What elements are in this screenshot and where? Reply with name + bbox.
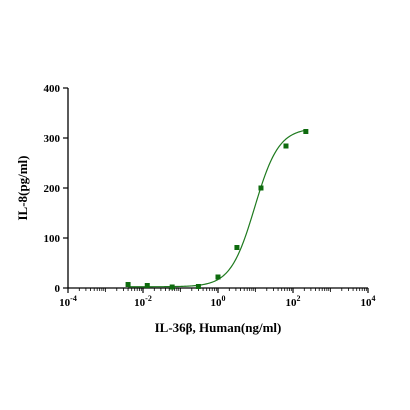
data-point xyxy=(125,282,131,287)
data-point xyxy=(215,274,221,280)
data-point xyxy=(234,245,240,250)
y-tick-label: 100 xyxy=(44,233,61,245)
fit-curve xyxy=(128,129,306,288)
y-axis-title: IL-8(pg/ml) xyxy=(15,156,30,221)
y-tick-label: 300 xyxy=(44,133,61,145)
x-tick-label: 100 xyxy=(211,294,226,309)
y-tick-label: 200 xyxy=(44,183,61,195)
data-point xyxy=(144,283,150,288)
data-point xyxy=(258,185,264,191)
data-point xyxy=(195,284,201,289)
x-tick-label: 10-4 xyxy=(59,294,77,309)
x-minor-ticks xyxy=(78,288,367,292)
x-tick-label: 10-2 xyxy=(134,294,152,309)
x-axis-title: IL-36β, Human(ng/ml) xyxy=(155,320,282,335)
y-ticks: 0 100 200 300 400 xyxy=(44,83,68,295)
y-tick-label: 0 xyxy=(55,283,61,295)
y-tick-label: 400 xyxy=(44,83,61,95)
x-tick-label: 102 xyxy=(286,294,301,309)
data-point xyxy=(169,284,175,290)
x-ticks: 10-4 10-2 100 102 104 xyxy=(59,288,376,309)
data-point xyxy=(283,143,289,149)
x-tick-label: 104 xyxy=(361,294,376,309)
data-markers xyxy=(125,129,309,290)
data-point xyxy=(303,129,309,134)
axes xyxy=(67,88,368,289)
